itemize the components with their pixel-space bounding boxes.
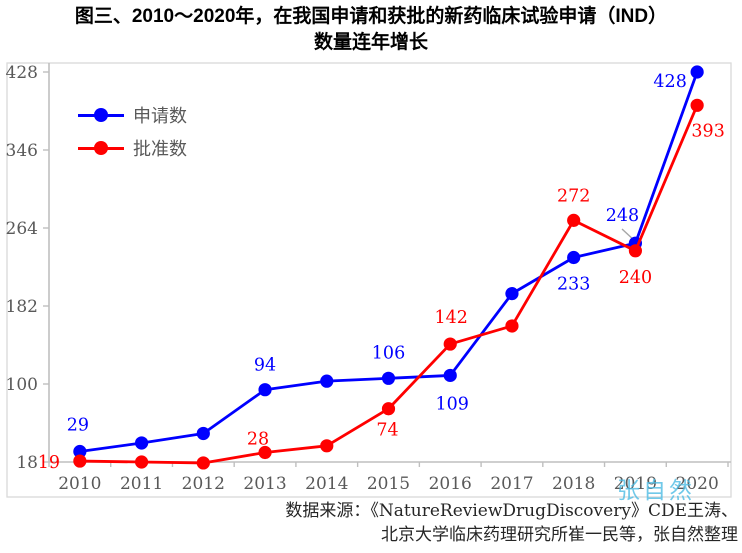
y-tick-label: 428 <box>6 63 38 83</box>
legend-item-applications: 申请数 <box>78 102 187 128</box>
x-tick-label: 2015 <box>367 474 410 494</box>
y-axis: 18 100 182 264 346 428 <box>6 63 50 473</box>
x-tick-label: 2017 <box>490 474 533 494</box>
data-point <box>320 374 334 388</box>
chart-title-line1: 图三、2010～2020年，在我国申请和获批的新药临床试验申请（IND） <box>74 6 668 27</box>
legend-item-approvals: 批准数 <box>78 135 187 161</box>
y-tick-label: 100 <box>6 375 38 395</box>
data-point <box>690 98 704 112</box>
x-tick-label: 2019 <box>614 474 657 494</box>
data-point <box>505 287 519 301</box>
x-tick-label: 2016 <box>429 474 472 494</box>
data-label: 393 <box>691 121 724 141</box>
data-point <box>258 445 272 460</box>
x-tick-label: 2011 <box>120 474 163 494</box>
data-point <box>567 213 581 227</box>
data-point <box>690 65 704 79</box>
x-tick-label: 2013 <box>243 474 286 494</box>
series-applications: 29 94 106 109 233 248 428 <box>67 65 704 459</box>
data-label: 19 <box>38 453 60 473</box>
data-point <box>320 439 334 453</box>
data-label: 29 <box>67 416 89 436</box>
data-label: 74 <box>376 421 398 441</box>
x-tick-label: 2014 <box>305 474 348 494</box>
data-point <box>443 368 457 383</box>
x-tick-label: 2010 <box>58 474 101 494</box>
data-point <box>196 426 210 441</box>
x-tick-label: 2012 <box>182 474 225 494</box>
data-label: 428 <box>653 72 686 92</box>
watermark-text: 张自然 <box>617 478 695 504</box>
data-label: 94 <box>254 356 276 376</box>
data-point <box>567 250 581 265</box>
data-label: 233 <box>557 274 590 294</box>
data-label: 142 <box>435 308 468 328</box>
data-point <box>381 371 396 385</box>
data-label: 240 <box>619 268 652 288</box>
legend-line-dot-icon <box>78 108 124 122</box>
chart-title-line2: 数量连年增长 <box>313 32 428 53</box>
y-tick-label: 182 <box>6 297 38 317</box>
data-point <box>73 454 87 468</box>
data-point <box>381 402 396 416</box>
legend-label-approvals: 批准数 <box>133 139 187 160</box>
source-line2: 北京大学临床药理研究所崔一民等，张自然整理 <box>381 524 738 545</box>
data-point <box>505 319 519 333</box>
source-line1: 数据来源：《NatureReviewDrugDiscovery》CDE王涛、 <box>285 501 738 521</box>
data-label: 28 <box>247 429 269 449</box>
data-label: 109 <box>436 394 469 414</box>
data-label: 106 <box>372 343 405 363</box>
data-point <box>73 444 87 459</box>
data-point <box>134 436 149 450</box>
data-label: 272 <box>557 186 590 206</box>
y-tick-label: 18 <box>16 453 38 473</box>
y-tick-label: 264 <box>6 219 38 239</box>
y-tick-label: 346 <box>6 141 38 161</box>
data-point <box>196 456 210 470</box>
x-tick-label: 2018 <box>552 474 595 494</box>
data-point <box>628 244 643 258</box>
data-point <box>258 383 272 397</box>
data-label: 248 <box>606 206 639 226</box>
data-point <box>134 455 149 469</box>
legend: 申请数 批准数 <box>78 102 187 168</box>
plot-frame <box>6 62 732 498</box>
data-point <box>443 337 457 351</box>
source-note: 数据来源：《NatureReviewDrugDiscovery》CDE王涛、 北… <box>285 500 738 547</box>
legend-line-dot-icon <box>78 141 124 155</box>
series-approvals: 19 28 74 142 272 240 393 <box>38 98 725 473</box>
x-tick-label: 2020 <box>676 474 719 494</box>
legend-label-applications: 申请数 <box>133 106 187 127</box>
